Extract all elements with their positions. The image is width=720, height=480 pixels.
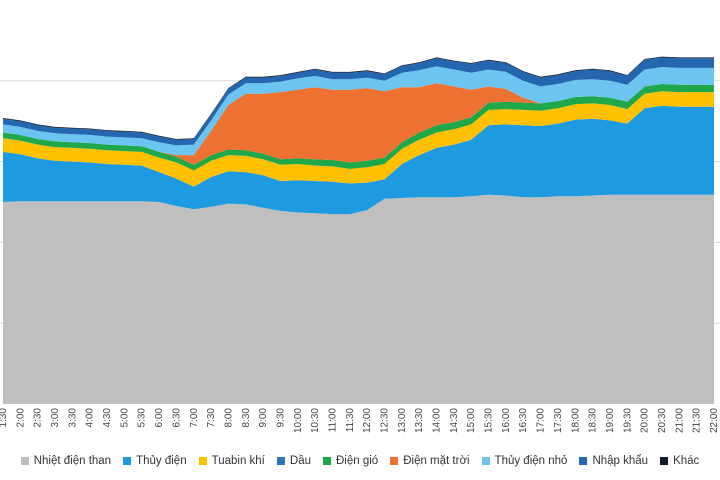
- x-tick-label: 9:00: [258, 408, 269, 428]
- legend-item: Thủy điện nhỏ: [481, 455, 568, 467]
- x-tick-label: 15:30: [484, 408, 495, 433]
- legend-label: Thủy điện nhỏ: [494, 455, 568, 467]
- legend-item: Dầu: [276, 455, 311, 467]
- x-tick-label: 19:00: [605, 408, 616, 433]
- legend-swatch: [198, 457, 207, 465]
- legend-swatch: [20, 457, 29, 465]
- area-series-6: [3, 66, 714, 156]
- x-tick-label: 20:30: [657, 408, 668, 433]
- area-chart: 1:30 2:00 2:30 3:00 3:30 4:00 4:30 5:00 5:30 6:00…: [0, 56, 720, 433]
- x-tick-label: 2:00: [15, 408, 26, 428]
- x-tick-label: 4:30: [102, 408, 113, 428]
- legend-item: Điện mặt trời: [390, 455, 470, 467]
- x-tick-label: 13:00: [397, 408, 408, 433]
- x-tick-label: 14:00: [432, 408, 443, 433]
- x-tick-label: 19:30: [622, 408, 633, 433]
- legend-item: Khác: [660, 455, 699, 467]
- legend-label: Nhập khẩu: [592, 455, 649, 467]
- area-series-2: [3, 91, 714, 187]
- x-tick-label: 11:00: [327, 408, 338, 433]
- x-tick-label: 2:30: [33, 408, 44, 428]
- x-tick-label: 21:30: [692, 408, 703, 433]
- legend-item: Điện gió: [323, 455, 378, 467]
- legend-label: Điện mặt trời: [403, 455, 470, 467]
- legend-label: Nhiệt điện than: [33, 455, 112, 467]
- x-tick-label: 3:00: [50, 408, 61, 428]
- x-tick-label: 16:00: [501, 408, 512, 433]
- x-tick-label: 5:00: [119, 408, 130, 428]
- area-series-7: [3, 57, 714, 146]
- x-tick-label: 17:30: [553, 408, 564, 433]
- x-tick-label: 6:30: [171, 408, 182, 428]
- legend-swatch: [276, 457, 285, 465]
- legend-item: Tuabin khí: [198, 455, 265, 467]
- legend: Nhiệt điện than Thủy điện Tuabin khí Dầu Điệ…: [0, 448, 720, 474]
- x-tick-label: 8:00: [223, 408, 234, 428]
- legend-item: Nhiệt điện than: [20, 455, 112, 467]
- x-axis-tick-labels: 1:30 2:00 2:30 3:00 3:30 4:00 4:30 5:00 5:30 6:00…: [0, 408, 720, 433]
- area-series-5: [3, 83, 714, 165]
- x-tick-label: 22:00: [709, 408, 720, 433]
- x-tick-label: 14:30: [449, 408, 460, 433]
- x-tick-label: 9:30: [275, 408, 286, 428]
- area-series-0: [3, 194, 714, 404]
- x-tick-label: 21:00: [674, 408, 685, 433]
- x-tick-label: 12:00: [362, 408, 373, 433]
- area-series-4: [3, 84, 714, 171]
- x-tick-label: 18:30: [588, 408, 599, 433]
- legend-label: Thủy điện: [136, 455, 187, 467]
- legend-swatch: [323, 457, 331, 465]
- x-tick-label: 8:30: [241, 408, 252, 428]
- x-tick-label: 1:30: [0, 408, 9, 428]
- x-tick-label: 6:00: [154, 408, 165, 428]
- legend-swatch: [481, 457, 490, 465]
- x-tick-label: 20:00: [640, 408, 651, 433]
- x-tick-label: 15:00: [466, 408, 477, 433]
- x-tick-label: 3:30: [67, 408, 78, 428]
- x-tick-label: 18:00: [570, 408, 581, 433]
- series-areas: [3, 56, 714, 404]
- legend-swatch: [660, 457, 669, 465]
- legend-swatch: [579, 457, 588, 465]
- legend-label: Tuabin khí: [211, 455, 265, 467]
- legend-item: Thủy điện: [123, 455, 187, 467]
- x-tick-label: 7:30: [206, 408, 217, 428]
- area-series-1: [3, 105, 714, 215]
- legend-swatch: [390, 457, 399, 465]
- legend-swatch: [123, 457, 132, 465]
- x-tick-label: 4:00: [85, 408, 96, 428]
- legend-item: Nhập khẩu: [579, 455, 648, 467]
- x-tick-label: 5:30: [137, 408, 148, 428]
- x-tick-label: 13:30: [414, 408, 425, 433]
- x-tick-label: 12:30: [380, 408, 391, 433]
- x-tick-label: 10:30: [310, 408, 321, 433]
- legend-label: Điện gió: [336, 455, 379, 467]
- x-tick-label: 7:00: [189, 408, 200, 428]
- x-tick-label: 17:00: [536, 408, 547, 433]
- legend-label: Dầu: [289, 455, 311, 467]
- x-tick-label: 16:30: [518, 408, 529, 433]
- legend-label: Khác: [673, 455, 700, 467]
- x-tick-label: 10:00: [293, 408, 304, 433]
- x-tick-label: 11:30: [345, 408, 356, 433]
